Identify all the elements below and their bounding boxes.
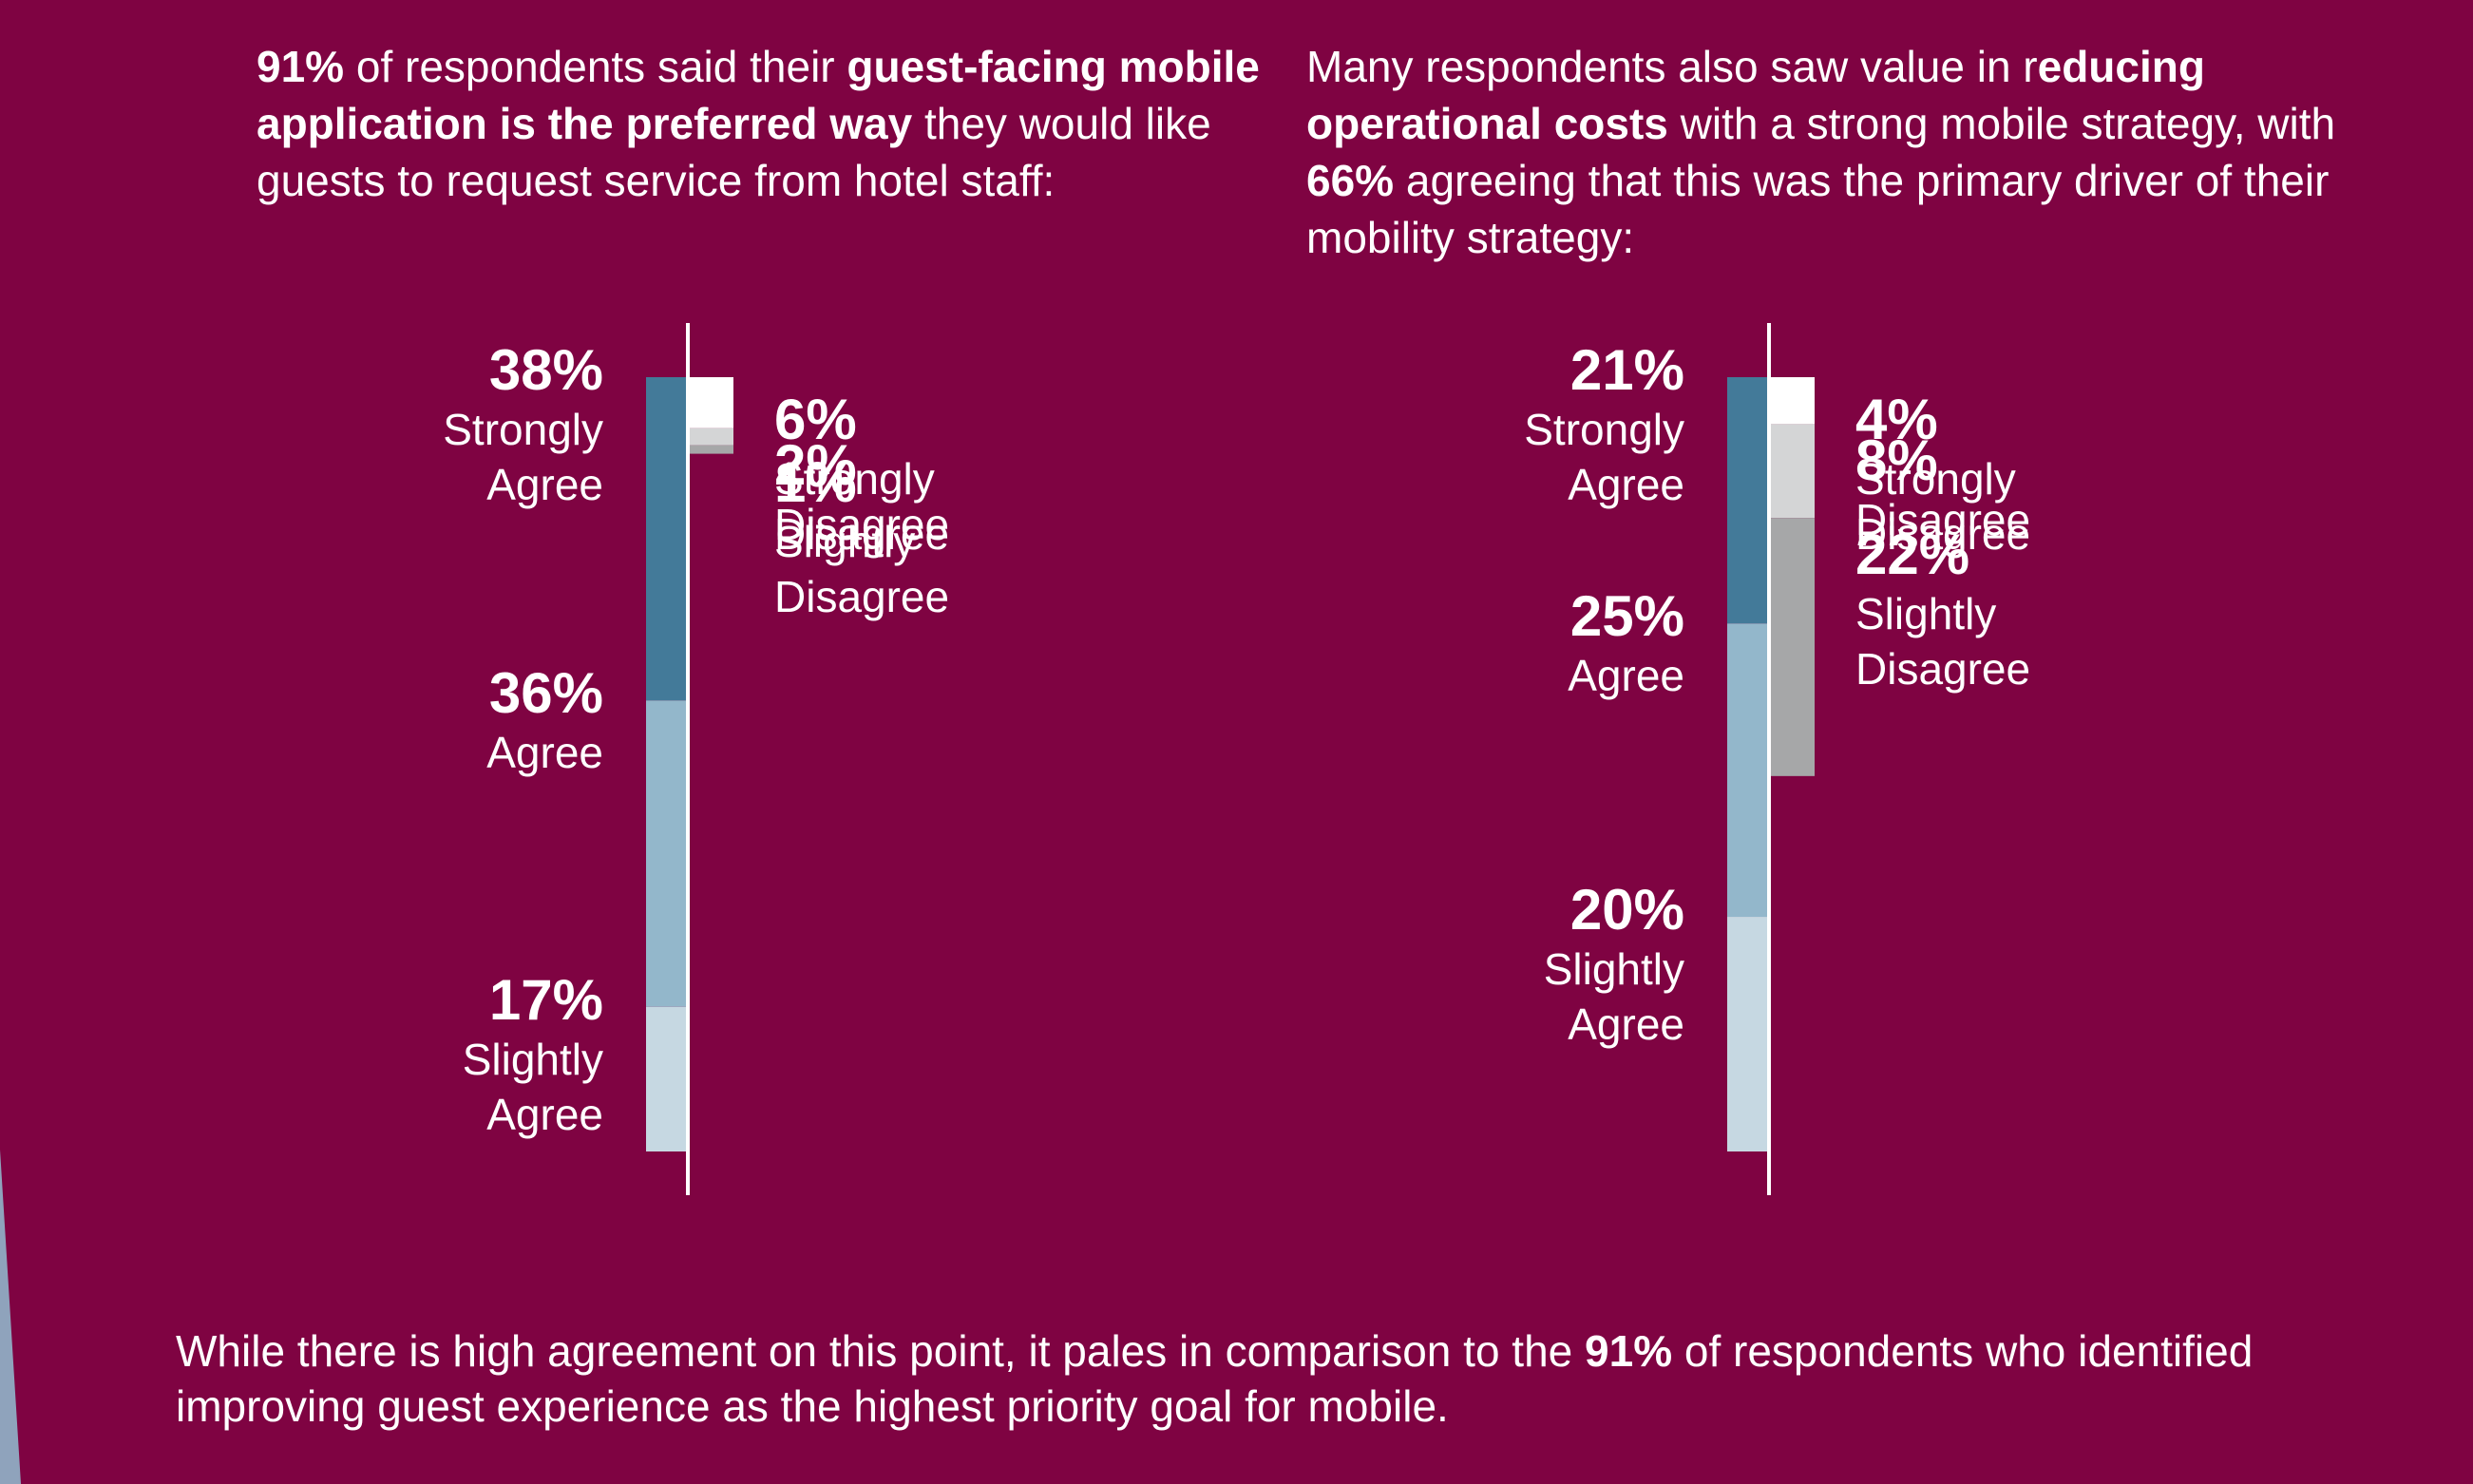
bar-segment-strongly-agree bbox=[646, 377, 690, 701]
segment-value-label: 6% bbox=[774, 388, 857, 451]
segment-category-label: Strongly bbox=[774, 454, 935, 504]
segment-category-label: Agree bbox=[1568, 651, 1684, 701]
bar-segment-agree bbox=[1727, 623, 1771, 918]
segment-value-label: 25% bbox=[1569, 584, 1684, 649]
segment-value-label: 22% bbox=[1855, 523, 1970, 587]
bar-segment-strongly-disagree bbox=[1771, 377, 1815, 425]
chart-svg bbox=[1727, 323, 1815, 1195]
intro-left-text-1: of respondents said their bbox=[344, 42, 847, 91]
bar-segment-disagree bbox=[1771, 424, 1815, 519]
bar-segment-agree bbox=[646, 700, 690, 1007]
segment-value-label: 20% bbox=[1569, 878, 1684, 942]
segment-category-label: Agree bbox=[486, 728, 603, 778]
footer-bold-1: 91% bbox=[1585, 1326, 1673, 1376]
segment-category-label: Disagree bbox=[774, 571, 950, 621]
segment-label-strongly-agree: 38% Strongly Agree bbox=[443, 339, 603, 512]
segment-label-slightly-agree: 20% Slightly Agree bbox=[1544, 879, 1684, 1052]
footer-text-2: of respondents who identified improving … bbox=[176, 1326, 2254, 1431]
bar-segment-slightly-disagree bbox=[1771, 518, 1815, 776]
segment-label-slightly-agree: 17% Slightly Agree bbox=[462, 967, 603, 1142]
segment-category-label: Disagree bbox=[1855, 509, 2031, 559]
bar-segment-strongly-disagree bbox=[690, 377, 733, 428]
segment-label-slightly-disagree: 1% Slightly Disagree bbox=[774, 449, 950, 624]
segment-category-label: Slightly bbox=[462, 1034, 603, 1084]
segment-value-label: 17% bbox=[488, 967, 603, 1032]
intro-left-text-2: they would like guests to request servic… bbox=[257, 99, 1211, 205]
segment-label-strongly-disagree: 4% Strongly Disagree bbox=[1855, 389, 2030, 561]
segment-label-agree: 25% Agree bbox=[1568, 585, 1684, 703]
segment-category-label: Disagree bbox=[1855, 644, 2031, 694]
chart-svg bbox=[646, 323, 733, 1195]
decorative-corner-shape bbox=[0, 1150, 21, 1484]
intro-left-bold-1: 91% bbox=[257, 42, 345, 91]
segment-category-label: Agree bbox=[486, 1089, 603, 1139]
segment-category-label: Slightly bbox=[1855, 589, 1997, 639]
intro-right-text-1: Many respondents also saw value in r bbox=[1306, 42, 2038, 91]
segment-label-disagree: 8% Disagree bbox=[1855, 429, 2030, 547]
intro-right-text-3: agreeing that this was the primary drive… bbox=[1306, 156, 2330, 262]
diverging-bar-chart-left: 38% Strongly Agree 36% Agree 17% Slightly Agree… bbox=[266, 314, 1216, 1207]
segment-value-label: 4% bbox=[1855, 388, 1938, 451]
segment-value-label: 38% bbox=[488, 338, 603, 402]
bar-segment-disagree bbox=[690, 428, 733, 446]
segment-category-label: Agree bbox=[1568, 999, 1684, 1050]
segment-category-label: Slightly bbox=[774, 516, 916, 566]
segment-label-strongly-agree: 21% Strongly Agree bbox=[1524, 339, 1684, 512]
segment-category-label: Slightly bbox=[1543, 944, 1684, 995]
decorative-corner-polygon bbox=[0, 1150, 21, 1484]
intro-right-bold-2: 66% bbox=[1306, 156, 1395, 205]
segment-category-label: Disagree bbox=[774, 509, 950, 559]
segment-value-label: 2% bbox=[774, 432, 857, 497]
intro-text-right: Many respondents also saw value in reduc… bbox=[1306, 38, 2389, 266]
intro-left-bold-2: guest-facing mobile application is the p… bbox=[257, 42, 1260, 148]
intro-text-left: 91% of respondents said their guest-faci… bbox=[257, 38, 1264, 209]
intro-right-text-2: with a strong mobile strategy, with bbox=[1667, 99, 2336, 148]
segment-label-disagree: 2% Disagree bbox=[774, 432, 950, 552]
bar-segment-slightly-agree bbox=[1727, 917, 1771, 1151]
segment-value-label: 36% bbox=[488, 661, 603, 726]
segment-category-label: Agree bbox=[486, 460, 603, 509]
segment-category-label: Strongly bbox=[1524, 405, 1684, 454]
footer-text-1: While there is high agreement on this po… bbox=[176, 1326, 1586, 1376]
footer-note: While there is high agreement on this po… bbox=[176, 1323, 2361, 1434]
intro-right-bold-1: educing operational costs bbox=[1306, 42, 2205, 148]
segment-category-label: Strongly bbox=[1855, 454, 2016, 504]
bar-segment-strongly-agree bbox=[1727, 377, 1771, 624]
segment-label-slightly-disagree: 22% Slightly Disagree bbox=[1855, 523, 2030, 696]
segment-category-label: Agree bbox=[1568, 460, 1684, 509]
diverging-bar-chart-right: 21% Strongly Agree 25% Agree 20% Slightly Agree… bbox=[1347, 314, 2297, 1207]
segment-label-agree: 36% Agree bbox=[486, 662, 603, 780]
segment-category-label: Strongly bbox=[443, 405, 603, 454]
segment-value-label: 21% bbox=[1569, 338, 1684, 402]
segment-value-label: 8% bbox=[1855, 428, 1938, 493]
segment-category-label: Disagree bbox=[1855, 495, 2031, 545]
bar-segment-slightly-agree bbox=[646, 1006, 690, 1151]
segment-label-strongly-disagree: 6% Strongly Disagree bbox=[774, 389, 949, 561]
segment-value-label: 1% bbox=[774, 449, 857, 514]
segment-category-label: Disagree bbox=[774, 499, 950, 549]
bar-segment-slightly-disagree bbox=[690, 445, 733, 454]
